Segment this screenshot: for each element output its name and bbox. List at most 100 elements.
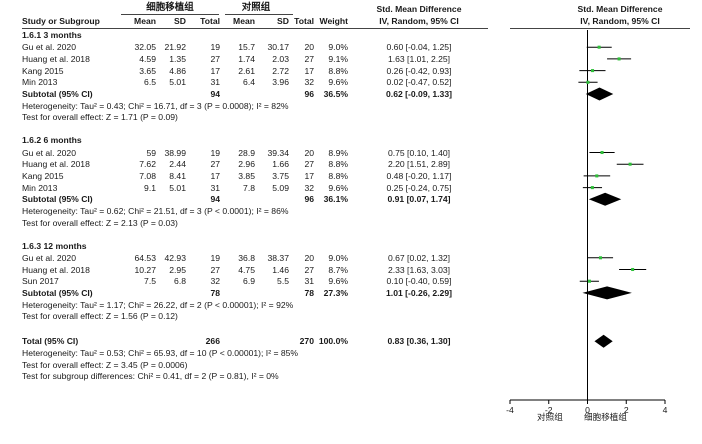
study-cell-weight: 8.8% xyxy=(328,170,348,181)
subtotal-weight: 27.3% xyxy=(323,287,348,298)
study-cell-sd2: 5.09 xyxy=(272,182,289,193)
study-cell-sd1: 6.8 xyxy=(174,276,186,287)
heterogeneity-text: Heterogeneity: Tau² = 0.43; Chi² = 16.71… xyxy=(22,100,289,111)
study-effect-square xyxy=(631,267,635,272)
total-ci: 0.83 [0.36, 1.30] xyxy=(387,336,451,347)
x-tick-label: -2 xyxy=(545,405,553,415)
study-cell-sd2: 3.75 xyxy=(272,170,289,181)
subtotal-ci: 0.91 [0.07, 1.74] xyxy=(387,194,451,205)
study-cell-n1: 27 xyxy=(210,264,220,275)
study-cell-n2: 32 xyxy=(304,182,314,193)
study-cell-m2: 3.85 xyxy=(238,170,255,181)
study-cell-sd2: 5.5 xyxy=(277,276,289,287)
study-cell-m1: 3.65 xyxy=(139,65,156,76)
total-weight: 100.0% xyxy=(318,336,348,347)
study-ci: 0.25 [-0.24, 0.75] xyxy=(386,182,452,193)
subtotal-n1: 94 xyxy=(210,89,220,99)
subtotal-n1: 78 xyxy=(210,287,220,298)
study-name: Gu et al. 2020 xyxy=(22,42,76,53)
study-name: Huang et al. 2018 xyxy=(22,264,90,275)
total-n1: 266 xyxy=(205,336,220,347)
study-cell-n2: 27 xyxy=(304,264,314,275)
study-cell-weight: 8.7% xyxy=(328,264,348,275)
study-effect-square xyxy=(617,57,621,61)
col-header-study: Study or Subgroup xyxy=(22,16,100,26)
study-effect-square xyxy=(628,162,632,166)
study-cell-m1: 6.5 xyxy=(144,77,156,88)
x-tick-label: 2 xyxy=(624,405,629,415)
study-cell-sd1: 5.01 xyxy=(169,182,186,193)
study-cell-m1: 4.59 xyxy=(139,53,156,64)
study-ci: 2.20 [1.51, 2.89] xyxy=(387,159,451,170)
study-name: Kang 2015 xyxy=(22,170,64,181)
subtotal-ci: 1.01 [-0.26, 2.29] xyxy=(386,287,452,298)
col-header-sd-ctrl: SD xyxy=(277,16,289,26)
study-name: Kang 2015 xyxy=(22,65,64,76)
plot-method-header: IV, Random, 95% CI xyxy=(580,16,660,26)
overall-effect-text: Test for overall effect: Z = 2.13 (P = 0… xyxy=(22,217,178,228)
study-name: Gu et al. 2020 xyxy=(22,147,76,158)
heterogeneity-text: Heterogeneity: Tau² = 0.62; Chi² = 21.51… xyxy=(22,206,289,216)
study-cell-weight: 8.9% xyxy=(328,147,348,158)
study-cell-sd1: 1.35 xyxy=(169,53,186,64)
total-n2: 270 xyxy=(299,336,314,347)
study-cell-weight: 9.6% xyxy=(328,182,348,193)
study-cell-n1: 19 xyxy=(210,147,220,158)
study-cell-weight: 9.1% xyxy=(328,53,348,64)
study-cell-m1: 7.62 xyxy=(139,159,156,170)
subtotal-weight: 36.1% xyxy=(323,194,348,205)
study-ci: 0.02 [-0.47, 0.52] xyxy=(386,77,452,88)
subgroup-title: 1.6.1 3 months xyxy=(22,30,82,40)
study-cell-n2: 17 xyxy=(304,170,314,181)
study-cell-n2: 32 xyxy=(304,77,314,88)
study-cell-n2: 27 xyxy=(304,53,314,64)
plot-header-rule xyxy=(510,28,690,29)
study-cell-n1: 17 xyxy=(210,65,220,76)
subtotal-n2: 96 xyxy=(304,194,314,205)
study-effect-square xyxy=(597,45,601,49)
study-cell-m2: 7.8 xyxy=(243,182,255,193)
study-cell-m2: 6.9 xyxy=(243,276,255,287)
study-cell-m1: 9.1 xyxy=(144,182,156,193)
study-effect-square xyxy=(591,69,595,73)
study-cell-weight: 8.8% xyxy=(328,65,348,76)
study-cell-sd1: 8.41 xyxy=(169,170,186,181)
subtotal-diamond xyxy=(585,87,614,101)
study-cell-n1: 19 xyxy=(210,42,220,53)
study-cell-weight: 8.8% xyxy=(328,159,348,170)
study-ci: 0.10 [-0.40, 0.59] xyxy=(386,276,452,287)
study-name: Huang et al. 2018 xyxy=(22,53,90,64)
study-cell-sd1: 42.93 xyxy=(164,252,186,263)
study-cell-m2: 6.4 xyxy=(243,77,255,88)
study-cell-sd2: 3.96 xyxy=(272,77,289,88)
study-cell-n1: 17 xyxy=(210,170,220,181)
study-cell-sd2: 30.17 xyxy=(267,42,289,53)
study-ci: 0.67 [0.02, 1.32] xyxy=(387,252,451,263)
study-cell-weight: 9.0% xyxy=(328,42,348,53)
total-diamond xyxy=(594,334,613,348)
smd-method-header: IV, Random, 95% CI xyxy=(379,16,459,26)
subtotal-n2: 78 xyxy=(304,287,314,298)
study-effect-square xyxy=(590,186,594,190)
study-cell-n1: 27 xyxy=(210,53,220,64)
subtotal-label: Subtotal (95% CI) xyxy=(22,194,93,205)
study-cell-sd2: 38.37 xyxy=(267,252,289,263)
study-cell-n2: 20 xyxy=(304,252,314,263)
col-header-mean-ctrl: Mean xyxy=(233,16,255,26)
study-cell-m1: 59 xyxy=(146,147,156,158)
study-ci: 0.48 [-0.20, 1.17] xyxy=(386,170,452,181)
overall-effect-text: Test for overall effect: Z = 1.71 (P = 0… xyxy=(22,112,178,123)
exp-group-underline xyxy=(121,14,219,15)
study-name: Min 2013 xyxy=(22,77,58,88)
study-ci: 2.33 [1.63, 3.03] xyxy=(387,264,451,275)
col-header-total-exp: Total xyxy=(200,16,220,26)
study-cell-m2: 2.61 xyxy=(238,65,255,76)
subtotal-weight: 36.5% xyxy=(323,89,348,99)
study-effect-square xyxy=(587,279,591,283)
study-cell-m1: 7.5 xyxy=(144,276,156,287)
experimental-group-header: 细胞移植组 xyxy=(146,2,194,13)
col-header-mean-exp: Mean xyxy=(134,16,156,26)
subtotal-diamond xyxy=(582,286,632,300)
favours-experimental-label: 细胞移植组 xyxy=(584,413,627,423)
